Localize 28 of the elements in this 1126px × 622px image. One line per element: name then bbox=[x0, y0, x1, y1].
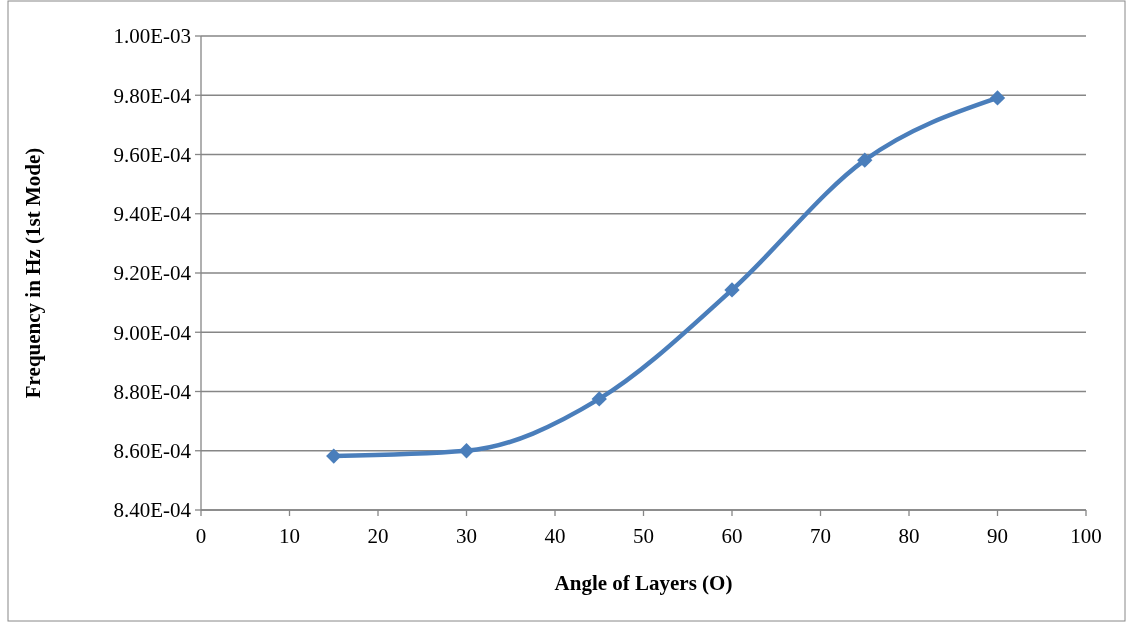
y-tick-label: 9.80E-04 bbox=[113, 83, 192, 108]
y-tick-label: 8.80E-04 bbox=[113, 379, 192, 404]
y-tick-label: 9.00E-04 bbox=[113, 320, 192, 345]
point bbox=[857, 152, 873, 168]
y-tick-label: 9.40E-04 bbox=[113, 202, 192, 227]
x-tick-label: 30 bbox=[456, 524, 477, 548]
point bbox=[724, 282, 740, 298]
x-tick-label: 80 bbox=[898, 524, 920, 548]
x-tick-label: 40 bbox=[544, 524, 566, 548]
x-axis-title: Angle of Layers (O) bbox=[554, 571, 733, 595]
x-tick-label: 20 bbox=[367, 524, 389, 548]
x-tick-label: 60 bbox=[721, 524, 743, 548]
x-tick-label: 10 bbox=[279, 524, 300, 548]
point bbox=[989, 90, 1006, 106]
y-axis-title: Frequency in Hz (1st Mode) bbox=[21, 147, 45, 399]
x-tick-label: 70 bbox=[810, 524, 831, 548]
point bbox=[591, 391, 607, 407]
point bbox=[326, 448, 342, 464]
y-tick-label: 8.60E-04 bbox=[113, 439, 192, 464]
x-tick-label: 50 bbox=[633, 524, 654, 548]
x-tick-label: 100 bbox=[1070, 524, 1102, 548]
point bbox=[458, 443, 475, 459]
y-tick-label: 8.40E-04 bbox=[113, 498, 192, 523]
y-tick-label: 9.20E-04 bbox=[113, 261, 192, 286]
y-tick-label: 1.00E-03 bbox=[113, 24, 191, 49]
y-tick-label: 9.60E-04 bbox=[113, 142, 192, 167]
x-tick-label: 90 bbox=[987, 524, 1008, 548]
x-tick-label: 0 bbox=[195, 524, 207, 548]
